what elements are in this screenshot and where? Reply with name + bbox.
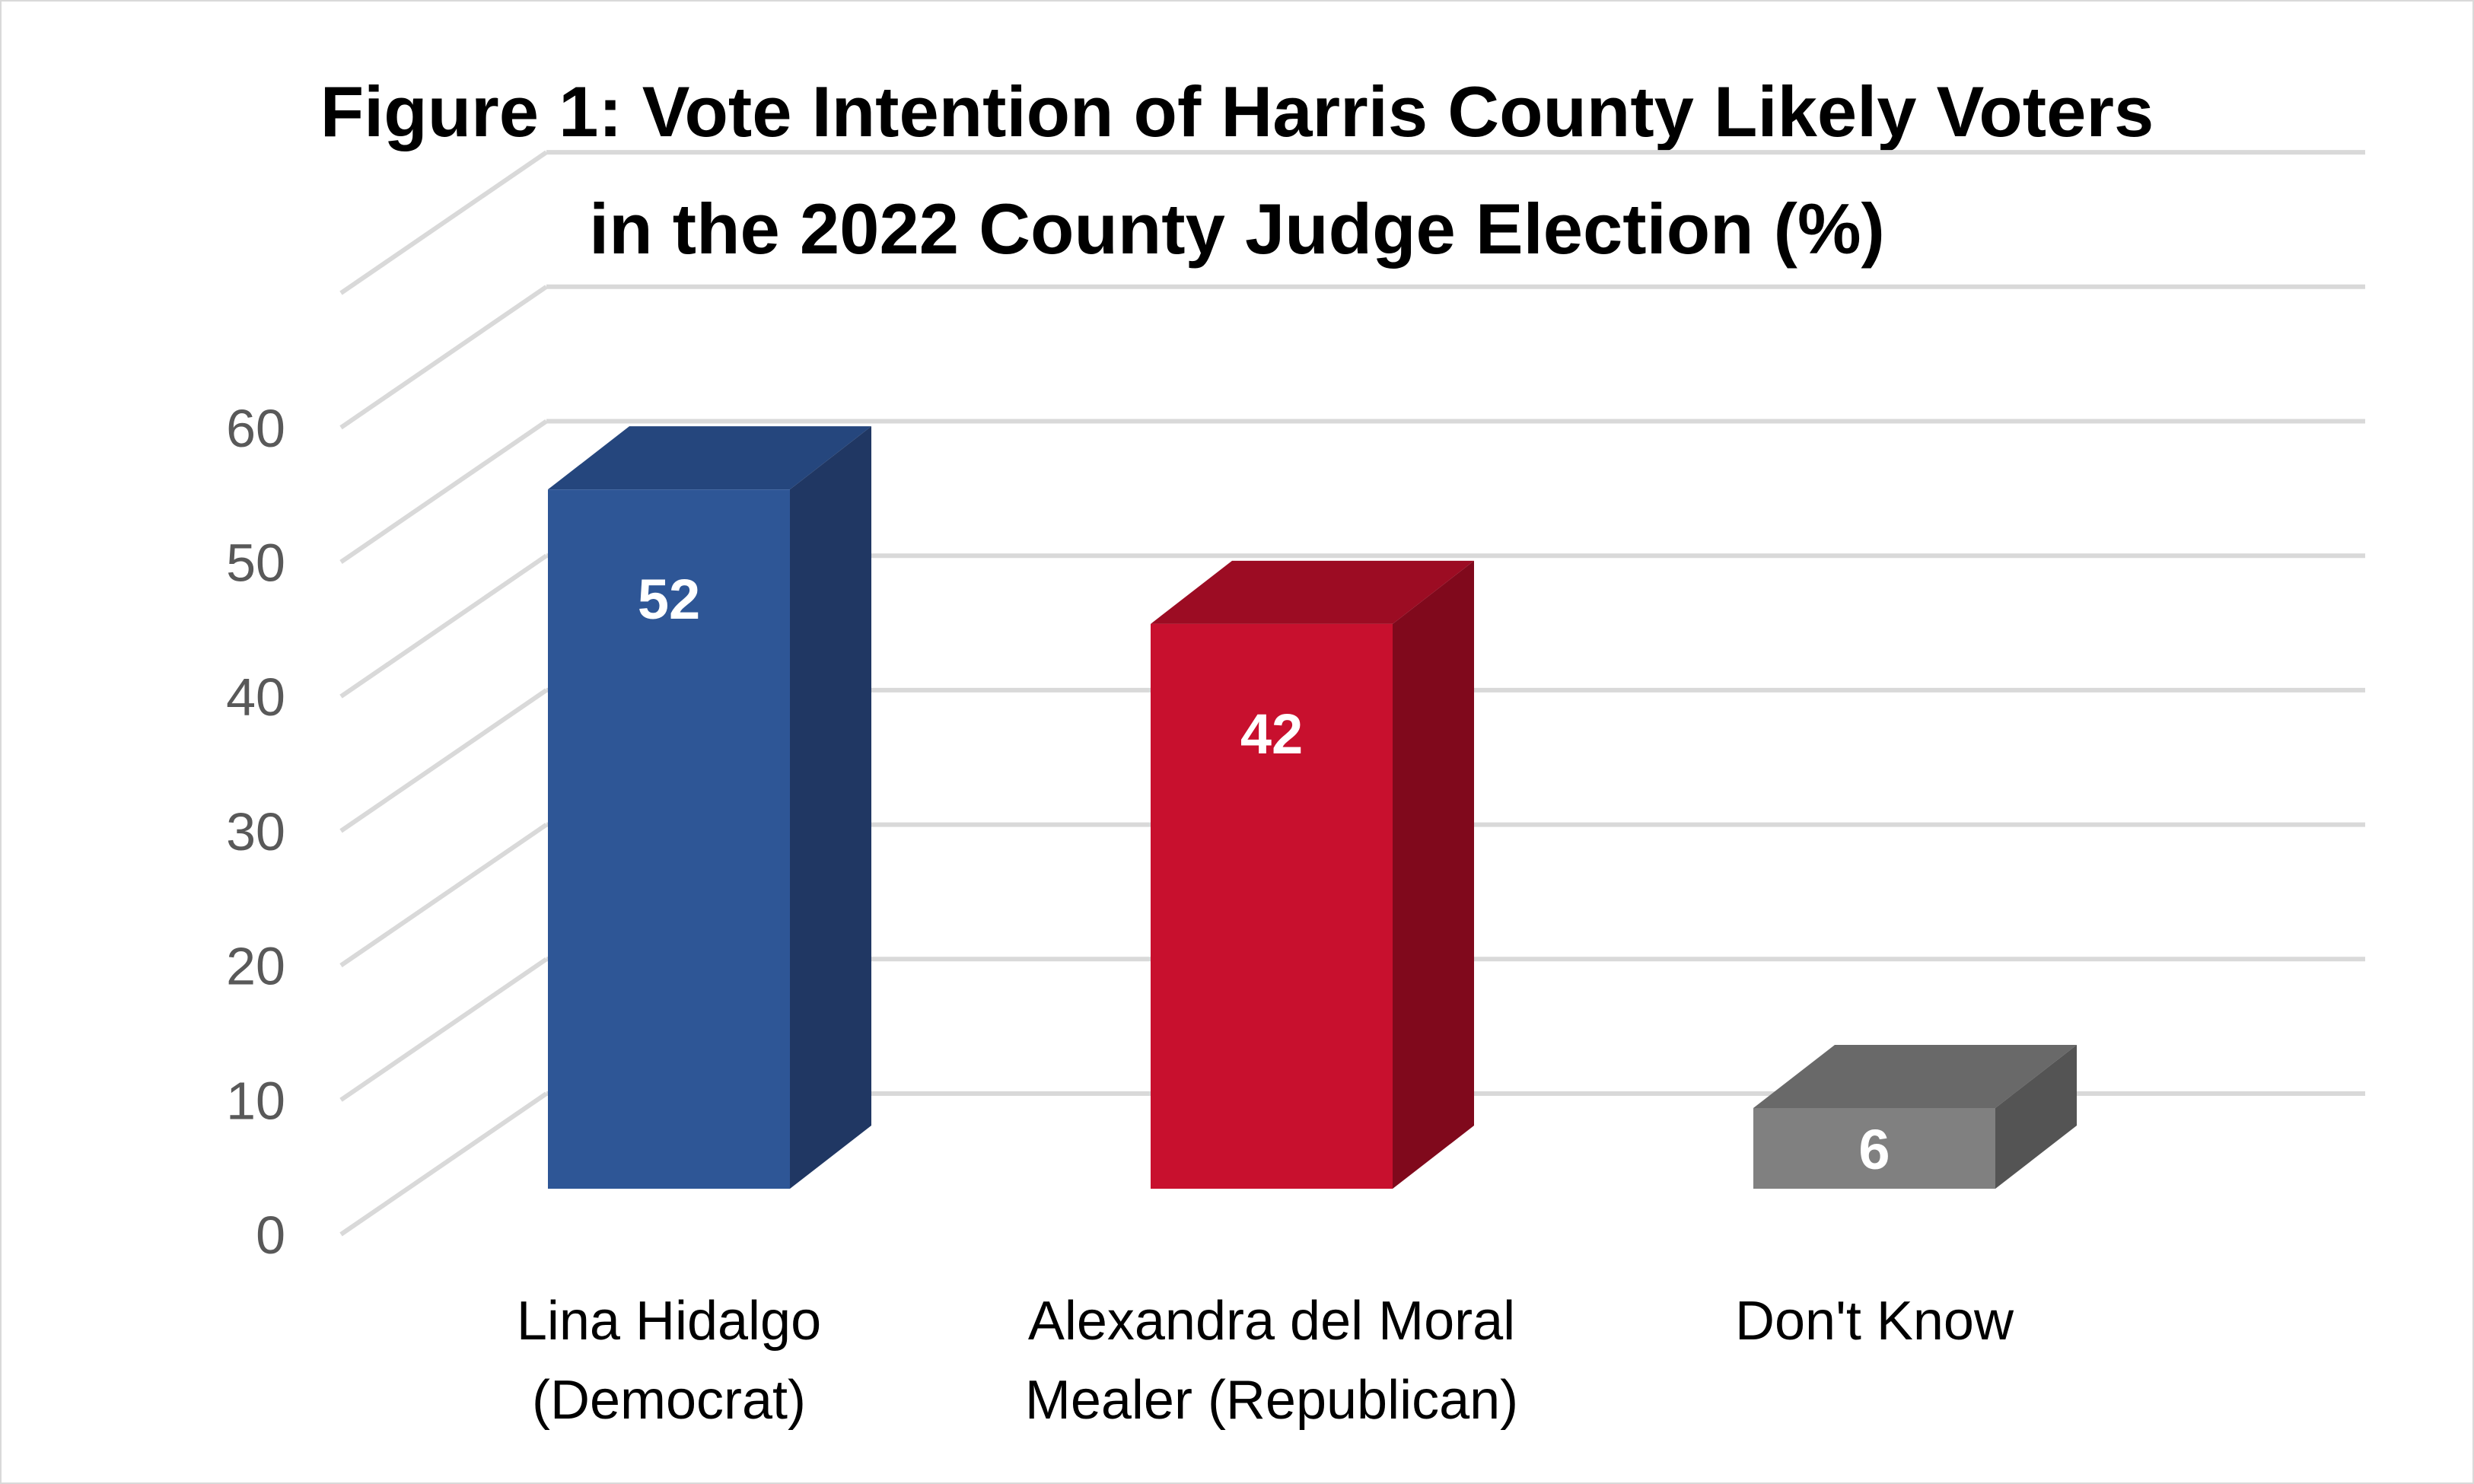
y-tick-label: 40 (226, 667, 285, 727)
gridline (339, 419, 2365, 564)
y-axis-ticks: 0 10 20 30 40 50 60 (226, 399, 285, 1265)
bar-top-face (1753, 1044, 2077, 1108)
y-tick-label: 30 (226, 802, 285, 861)
bar (1151, 560, 1474, 1189)
y-tick-label: 20 (226, 937, 285, 996)
x-axis-categories: Lina Hidalgo (Democrat) Alexandra del Mora… (517, 1291, 2014, 1431)
gridline (339, 284, 2365, 430)
gridline (339, 150, 2365, 295)
y-tick-label: 0 (256, 1205, 285, 1265)
data-label: 42 (1240, 702, 1303, 766)
bar-front-face (548, 489, 790, 1189)
chart-title-line-1: Figure 1: Vote Intention of Harris Count… (320, 72, 2154, 151)
category-label: Don't Know (1735, 1291, 2014, 1352)
y-tick-label: 60 (226, 399, 285, 458)
bars: 52 42 6 (548, 426, 2077, 1189)
bar (1753, 1044, 2077, 1189)
y-tick-label: 50 (226, 533, 285, 593)
bar-front-face (1753, 1107, 1995, 1189)
bar-side-face (790, 426, 871, 1189)
bar-side-face (1393, 560, 1474, 1189)
category-label: Alexandra del Moral Mealer (Republican) (1025, 1291, 1518, 1431)
category-label-line: Alexandra del Moral (1028, 1291, 1515, 1352)
bar-top-face (548, 426, 871, 490)
data-label: 6 (1858, 1118, 1890, 1181)
chart-title-line-2: in the 2022 County Judge Election (%) (589, 189, 1885, 269)
data-label: 52 (638, 568, 700, 631)
bar (548, 426, 871, 1189)
chart-title: Figure 1: Vote Intention of Harris Count… (0, 53, 2474, 288)
bar-top-face (1151, 560, 1474, 624)
y-tick-label: 10 (226, 1071, 285, 1130)
category-label-line: Mealer (Republican) (1025, 1370, 1518, 1431)
bar-side-face (1995, 1044, 2077, 1189)
category-label-line: (Democrat) (532, 1370, 806, 1431)
category-label: Lina Hidalgo (Democrat) (517, 1291, 821, 1431)
category-label-line: Don't Know (1735, 1291, 2014, 1352)
category-label-line: Lina Hidalgo (517, 1291, 821, 1352)
bar-front-face (1151, 623, 1393, 1189)
